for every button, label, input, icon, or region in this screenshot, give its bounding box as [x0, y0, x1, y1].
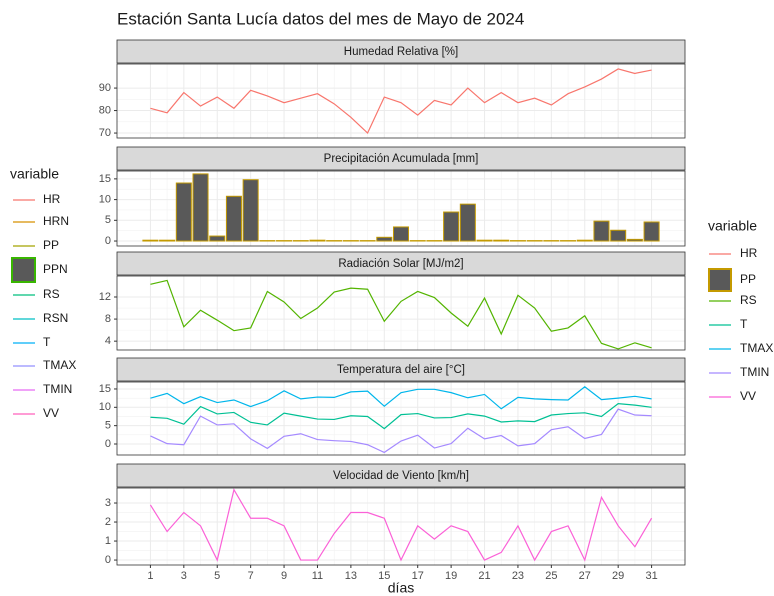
series-line — [150, 386, 652, 410]
strip-title: Velocidad de Viento [km/h] — [333, 470, 469, 482]
bar — [443, 211, 460, 242]
bar — [376, 236, 393, 242]
legend-label: TMIN — [740, 365, 769, 379]
legend-title: variable — [10, 166, 59, 182]
bar — [593, 220, 610, 242]
panel-border — [116, 381, 686, 456]
legend-title: variable — [708, 218, 757, 234]
bar — [225, 195, 242, 242]
x-tick-label: 31 — [645, 570, 657, 582]
y-tick-label: 4 — [105, 335, 111, 347]
legend-label: PP — [740, 272, 756, 286]
bar — [392, 226, 410, 242]
series-line — [150, 408, 652, 454]
bar — [610, 229, 627, 242]
strip — [116, 357, 686, 382]
y-tick-label: 5 — [105, 420, 111, 432]
x-tick-label: 29 — [612, 570, 624, 582]
legend-label: TMAX — [43, 358, 76, 372]
y-tick-label: 8 — [105, 313, 111, 325]
y-tick-label: 10 — [99, 401, 111, 413]
bar — [142, 239, 159, 242]
x-tick-label: 5 — [214, 570, 220, 582]
y-tick-label: 0 — [105, 438, 111, 450]
y-tick-label: 5 — [105, 214, 111, 226]
strip-title: Temperatura del aire [°C] — [337, 364, 465, 376]
y-tick-label: 1 — [105, 535, 111, 547]
y-tick-label: 0 — [105, 235, 111, 247]
x-tick-label: 15 — [378, 570, 390, 582]
bar — [309, 239, 326, 242]
y-tick-label: 15 — [99, 173, 111, 185]
legend-key — [708, 268, 732, 292]
panel-border — [116, 275, 686, 351]
bar — [209, 235, 226, 242]
chart-title: Estación Santa Lucía datos del mes de Ma… — [117, 9, 524, 28]
y-tick-label: 10 — [99, 193, 111, 205]
series-line — [150, 279, 652, 350]
bar — [175, 182, 192, 242]
x-tick-label: 9 — [281, 570, 287, 582]
x-tick-label: 13 — [345, 570, 357, 582]
bar — [459, 203, 476, 242]
x-tick-label: 1 — [147, 570, 153, 582]
legend-label: RS — [740, 293, 757, 307]
strip-title: Precipitación Acumulada [mm] — [324, 153, 479, 165]
y-tick-label: 2 — [105, 516, 111, 528]
x-tick-label: 19 — [445, 570, 457, 582]
legend-label: RS — [43, 287, 60, 301]
panel-border — [116, 170, 686, 247]
y-tick-label: 70 — [99, 127, 111, 139]
panel-border — [116, 487, 686, 566]
legend-label: T — [43, 335, 51, 349]
bar — [242, 179, 259, 242]
bar — [576, 239, 593, 242]
legend-label: TMIN — [43, 382, 72, 396]
y-tick-label: 12 — [99, 291, 111, 303]
strip — [116, 146, 686, 171]
y-tick-label: 3 — [105, 497, 111, 509]
strip-title: Humedad Relativa [%] — [344, 46, 458, 58]
bar — [643, 221, 660, 242]
strip — [116, 251, 686, 276]
y-tick-label: 80 — [99, 104, 111, 116]
legend-label: PP — [43, 238, 59, 252]
legend-label: HRN — [43, 214, 69, 228]
bar — [192, 173, 209, 242]
x-tick-label: 21 — [478, 570, 490, 582]
x-tick-label: 7 — [248, 570, 254, 582]
series-line — [149, 488, 653, 562]
legend-label: RSN — [43, 311, 68, 325]
bar — [159, 239, 176, 242]
legend-label: TMAX — [740, 341, 773, 355]
legend-key — [11, 257, 36, 283]
bar — [493, 239, 510, 242]
x-tick-label: 3 — [181, 570, 187, 582]
series-line — [150, 403, 652, 430]
x-axis-label: días — [388, 580, 414, 596]
legend-label: HR — [43, 192, 61, 206]
legend-label: PPN — [43, 262, 68, 276]
x-tick-label: 17 — [412, 570, 424, 582]
legend-label: HR — [740, 246, 758, 260]
strip-title: Radiación Solar [MJ/m2] — [338, 258, 463, 270]
x-tick-label: 25 — [545, 570, 557, 582]
legend-label: VV — [43, 406, 59, 420]
legend-label: VV — [740, 389, 756, 403]
x-tick-label: 27 — [579, 570, 591, 582]
x-tick-label: 23 — [512, 570, 524, 582]
series-line — [150, 68, 652, 135]
bar — [626, 238, 643, 242]
strip — [116, 463, 686, 488]
bar — [476, 239, 493, 242]
y-tick-label: 15 — [99, 383, 111, 395]
legend-label: T — [740, 317, 748, 331]
y-tick-label: 90 — [99, 82, 111, 94]
strip — [116, 39, 686, 64]
x-tick-label: 11 — [312, 570, 323, 582]
y-tick-label: 0 — [105, 554, 111, 566]
panel-border — [116, 63, 686, 139]
